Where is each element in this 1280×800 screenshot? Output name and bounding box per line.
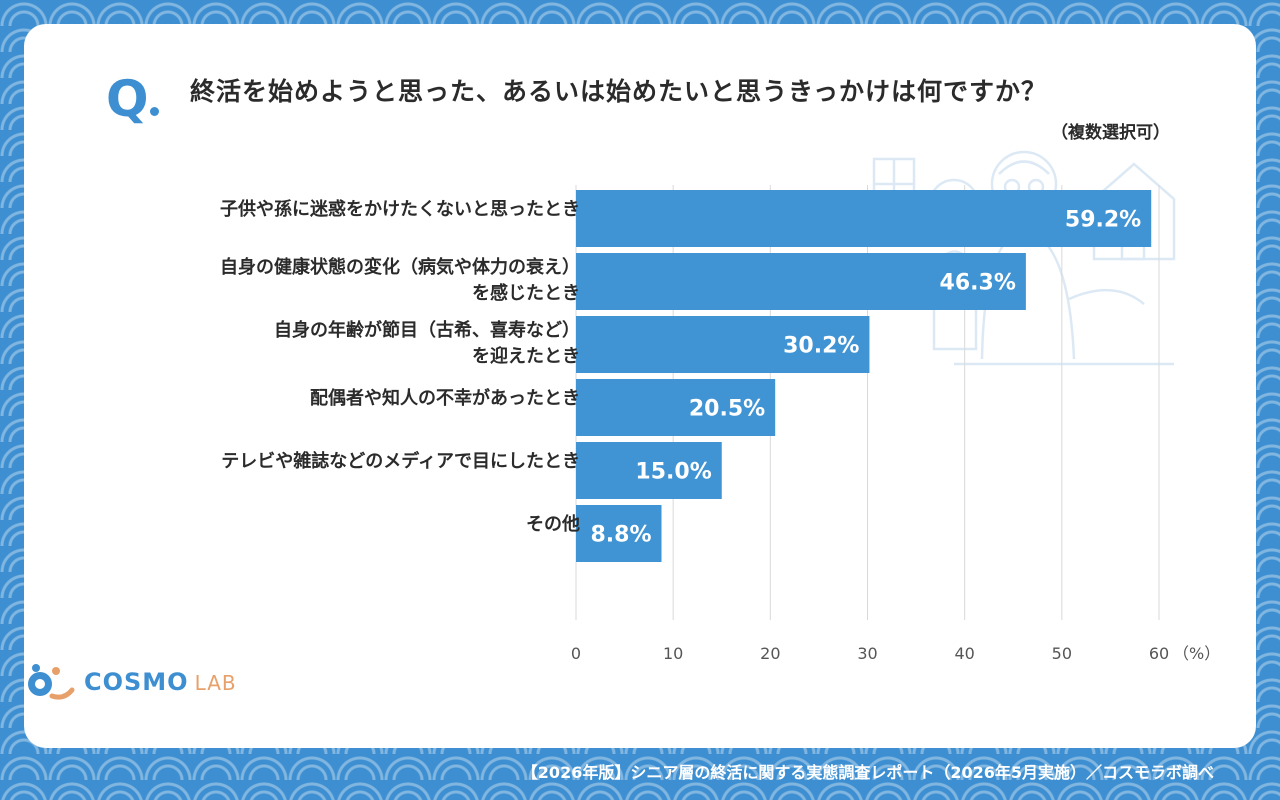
bar-value-label: 30.2% — [783, 334, 859, 359]
category-label: テレビや雑誌などのメディアで目にしたとき — [221, 449, 580, 475]
category-label-line: を感じたとき — [472, 283, 580, 304]
category-label-line: 配偶者や知人の不幸があったとき — [310, 388, 580, 409]
bar-value-label: 20.5% — [689, 397, 765, 422]
x-tick-label: 0 — [571, 644, 581, 663]
question-mark: Q — [106, 70, 159, 128]
category-label: その他 — [526, 512, 580, 538]
category-label: 自身の健康状態の変化（病気や体力の衰え） を感じたとき — [220, 255, 580, 307]
category-label-line: 自身の年齢が節目（古希、喜寿など） — [274, 320, 580, 341]
x-tick-label: 10 — [663, 644, 683, 663]
footer-source: 【2026年版】シニア層の終活に関する実態調査レポート（2026年5月実施）／コ… — [521, 763, 1214, 782]
x-tick-label: 60 — [1149, 644, 1169, 663]
logo-icon — [28, 664, 75, 700]
category-label: 子供や孫に迷惑をかけたくないと思ったとき — [220, 197, 580, 223]
x-tick-label: 50 — [1052, 644, 1072, 663]
x-tick-label: 40 — [954, 644, 974, 663]
category-label: 自身の年齢が節目（古希、喜寿など） を迎えたとき — [274, 318, 580, 370]
bar — [576, 379, 776, 436]
bar — [576, 505, 662, 562]
bar — [576, 190, 1152, 247]
bar-value-label: 59.2% — [1065, 208, 1141, 233]
category-label-line: テレビや雑誌などのメディアで目にしたとき — [221, 451, 580, 472]
x-tick-label: 30 — [857, 644, 877, 663]
bar — [576, 316, 870, 373]
bar — [576, 442, 722, 499]
question-text: 終活を始めようと思った、あるいは始めたいと思うきっかけは何ですか？ — [190, 77, 1048, 106]
cosmo-lab-logo: COSMO LAB — [26, 662, 237, 702]
bar — [576, 253, 1026, 310]
logo-text: COSMO LAB — [84, 668, 237, 696]
x-unit-label: （%） — [1173, 644, 1220, 663]
category-label-line: 子供や孫に迷惑をかけたくないと思ったとき — [220, 199, 580, 220]
bar-value-label: 8.8% — [590, 523, 651, 548]
category-label: 配偶者や知人の不幸があったとき — [310, 386, 580, 412]
bar-value-label: 15.0% — [635, 460, 711, 485]
category-label-line: を迎えたとき — [472, 346, 580, 367]
multiple-choice-note: （複数選択可） — [1051, 123, 1170, 143]
category-label-line: 自身の健康状態の変化（病気や体力の衰え） — [220, 257, 580, 278]
category-label-line: その他 — [526, 514, 580, 535]
bar-value-label: 46.3% — [940, 271, 1016, 296]
x-tick-label: 20 — [760, 644, 780, 663]
